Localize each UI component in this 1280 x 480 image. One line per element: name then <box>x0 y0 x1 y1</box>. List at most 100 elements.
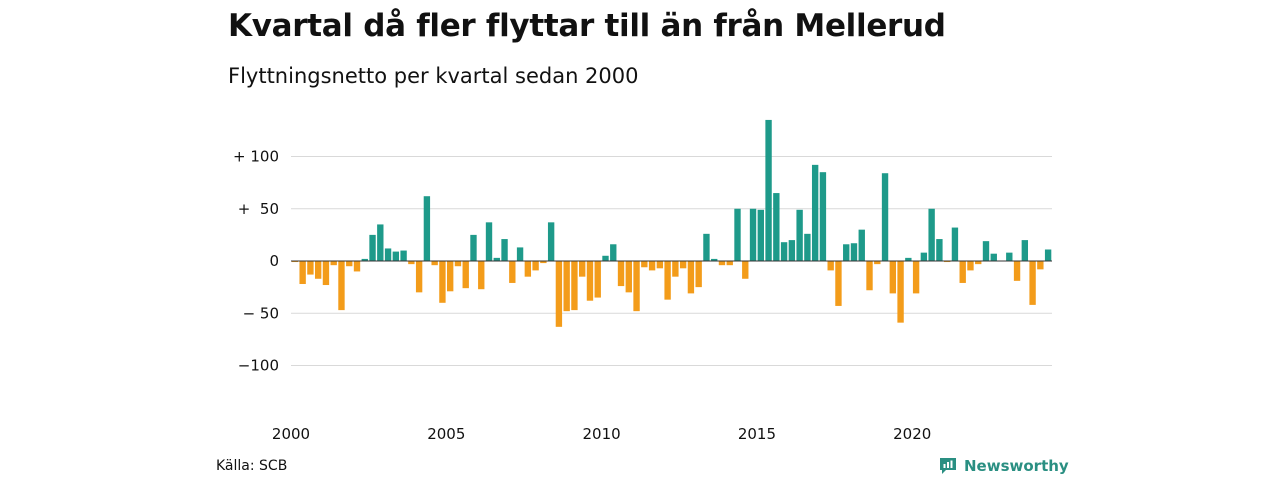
bar: 2023 K4: -42 <box>1029 261 1036 305</box>
gridlines <box>291 156 1052 366</box>
bar: 2010 K4: -30 <box>625 261 632 293</box>
bar: 2001 K2: -4 <box>330 261 337 266</box>
bar: 2016 K4: 92 <box>811 164 819 261</box>
bar: 2021 K2: 32 <box>951 227 959 261</box>
bar: 2011 K2: -6 <box>641 261 648 268</box>
bar: 2023 K2: -19 <box>1013 261 1021 281</box>
bar: 2000 K3: -13 <box>307 261 314 275</box>
x-tick-label: 2005 <box>427 425 465 443</box>
bar: 2017 K1: 85 <box>819 172 827 261</box>
bar: 2005 K1: -29 <box>447 261 454 292</box>
bar: 2007 K4: -9 <box>532 261 539 271</box>
y-tick-label: + 50 <box>238 200 279 218</box>
bar: 2020 K2: 8 <box>920 252 928 261</box>
bar: 2018 K4: -3 <box>874 261 881 265</box>
bar: 2005 K4: 25 <box>470 234 477 262</box>
bar: 2012 K2: -15 <box>672 261 679 277</box>
bar: 2022 K3: 7 <box>990 253 997 261</box>
bar: 2009 K4: -35 <box>594 261 601 298</box>
bar: 2024 K2: 11 <box>1044 249 1052 261</box>
bar: 2013 K3: 2 <box>711 258 718 261</box>
bar: 2001 K3: -47 <box>338 261 345 311</box>
bar: 2021 K4: -9 <box>967 261 974 271</box>
x-axis-ticks: 2000 2005 2010 2015 2020 <box>272 425 931 443</box>
y-tick-label: + 100 <box>233 148 279 166</box>
bar: 2010 K3: -24 <box>617 261 625 287</box>
bar: 2019 K3: -59 <box>897 261 904 323</box>
brand-logo: Newsworthy <box>938 456 1069 476</box>
bar: 2003 K4: -3 <box>408 261 415 265</box>
bar: 2015 K4: 18 <box>780 242 788 261</box>
bar: 2021 K1: -1 <box>943 261 951 263</box>
newsworthy-logo-icon <box>940 458 956 474</box>
y-tick-label: − 50 <box>243 304 279 322</box>
bar: 2009 K2: -15 <box>579 261 586 277</box>
x-tick-label: 2015 <box>738 425 776 443</box>
bar: 2014 K1: -4 <box>726 261 733 266</box>
bar: 2016 K3: 26 <box>804 233 811 261</box>
x-tick-label: 2010 <box>583 425 621 443</box>
bar: 2002 K2: 2 <box>361 258 368 261</box>
bar: 2015 K3: 65 <box>773 193 780 261</box>
bar: 2004 K4: -40 <box>439 261 446 303</box>
bar: 2013 K2: 26 <box>703 233 710 261</box>
bar: 2017 K2: -9 <box>827 261 834 271</box>
bar: 2004 K1: -30 <box>415 261 423 293</box>
bar: 2011 K3: -9 <box>648 261 656 271</box>
source-note: Källa: SCB <box>216 458 288 474</box>
bar: 2000 K4: -17 <box>314 261 322 279</box>
bar: 2021 K3: -21 <box>959 261 966 283</box>
bar: 2006 K3: 3 <box>493 257 500 261</box>
bar: 2018 K1: 17 <box>850 243 858 262</box>
bar: 2020 K3: 50 <box>928 208 935 261</box>
y-tick-label: −100 <box>238 357 279 375</box>
bar: 2014 K2: 50 <box>734 208 741 261</box>
bar: 2018 K3: -28 <box>866 261 873 291</box>
bar: 2001 K4: -5 <box>346 261 353 267</box>
bar: 2017 K3: -43 <box>835 261 842 306</box>
bar: 2011 K4: -7 <box>656 261 664 269</box>
bar: 2007 K2: 13 <box>516 247 524 261</box>
bar: 2017 K4: 16 <box>843 244 850 261</box>
bar: 2004 K3: -4 <box>431 261 438 266</box>
brand-name: Newsworthy <box>964 457 1069 475</box>
bar: 2019 K2: -31 <box>889 261 896 294</box>
bar: 2007 K3: -15 <box>524 261 532 277</box>
bar: 2007 K1: -21 <box>509 261 516 283</box>
bars: 2000 K1: -12000 K2: -222000 K3: -132000 … <box>291 119 1052 327</box>
bar: 2002 K3: 25 <box>369 234 376 262</box>
bar: 2002 K4: 35 <box>377 224 384 261</box>
bar: 2003 K2: 9 <box>392 251 400 261</box>
bar: 2005 K3: -26 <box>462 261 469 289</box>
chart-subtitle: Flyttningsnetto per kvartal sedan 2000 <box>228 64 639 88</box>
bar: 2003 K3: 10 <box>400 250 407 261</box>
bar: 2008 K2: 37 <box>547 222 555 261</box>
bar: 2004 K2: 62 <box>423 196 431 261</box>
x-tick-label: 2000 <box>272 425 310 443</box>
bar: 2022 K2: 19 <box>982 241 990 261</box>
bar: 2010 K2: 16 <box>610 244 617 261</box>
bar: 2019 K1: 84 <box>881 173 889 261</box>
bar: 2016 K1: 20 <box>788 240 796 261</box>
y-tick-label: 0 <box>269 252 279 270</box>
bar: 2008 K1: -2 <box>540 261 547 264</box>
bar: 2001 K1: -23 <box>322 261 330 286</box>
bar: 2024 K1: -8 <box>1037 261 1044 270</box>
bar: 2014 K4: 50 <box>749 208 757 261</box>
bar: 2023 K3: 20 <box>1021 240 1029 261</box>
bar: 2002 K1: -10 <box>353 261 361 272</box>
bar: 2011 K1: -48 <box>633 261 640 312</box>
bar: 2000 K1: -1 <box>291 261 299 263</box>
bar: 2013 K1: -25 <box>695 261 702 288</box>
bar: 2009 K1: -47 <box>571 261 578 311</box>
bar: 2019 K4: 3 <box>905 257 912 261</box>
bar: 2010 K1: 5 <box>602 255 609 261</box>
bar: 2012 K4: -31 <box>687 261 695 294</box>
bar: 2020 K1: -31 <box>912 261 920 294</box>
bar: 2009 K3: -38 <box>586 261 594 301</box>
bar: 2006 K4: 21 <box>501 239 508 262</box>
bar: 2008 K3: -63 <box>555 261 563 327</box>
bar: 2005 K2: -5 <box>454 261 462 267</box>
bar: 2016 K2: 49 <box>796 209 803 261</box>
